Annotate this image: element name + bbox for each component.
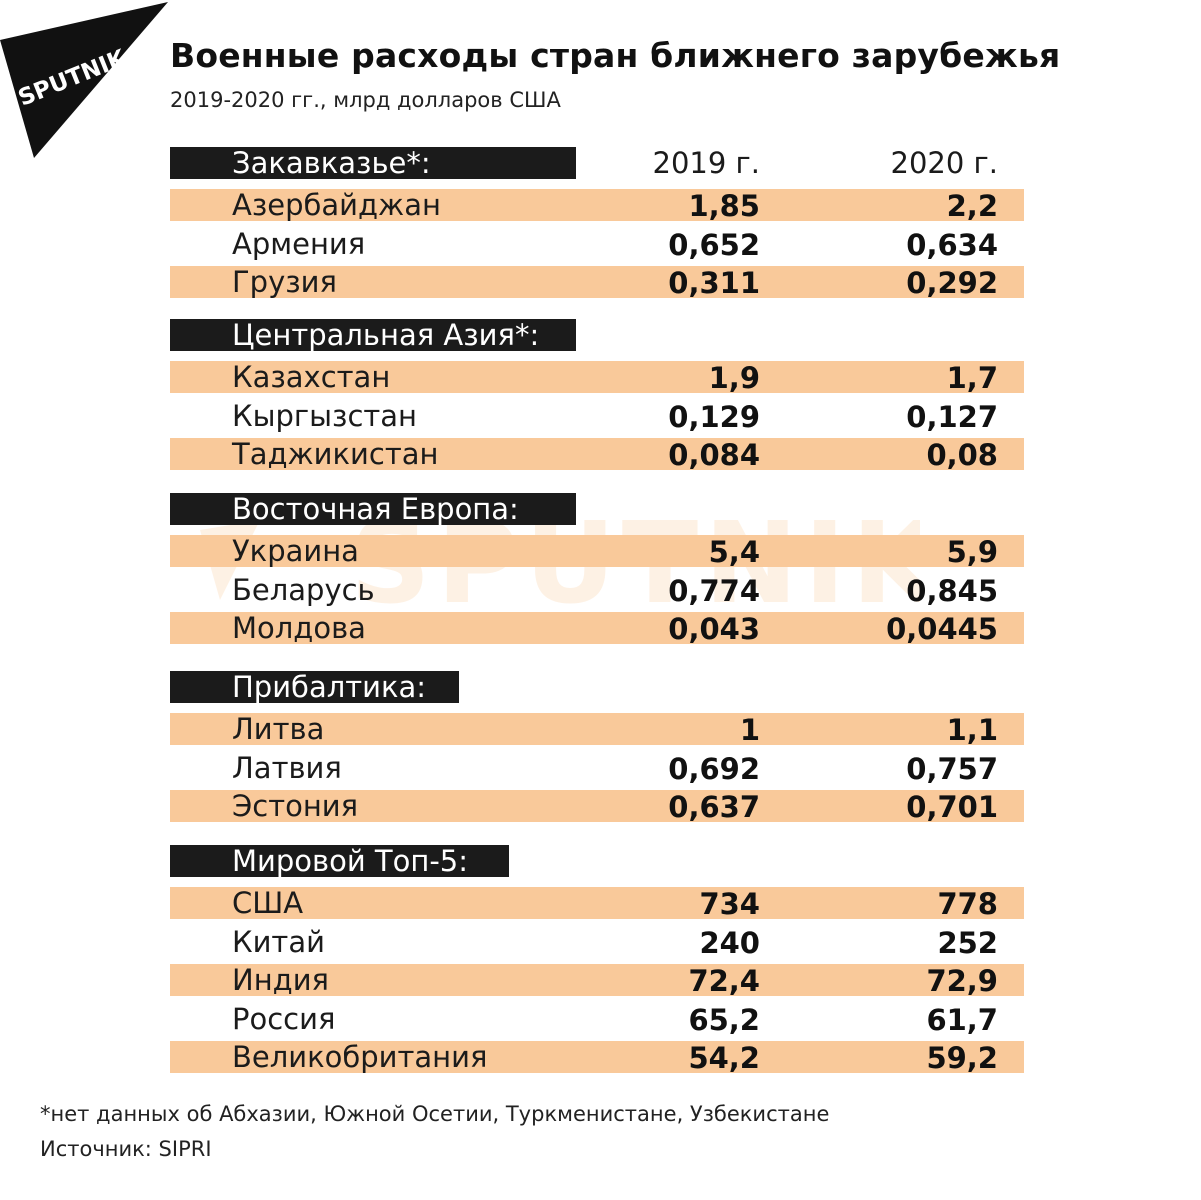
country-name: Беларусь — [232, 572, 375, 607]
value-2019: 1 — [739, 713, 760, 747]
value-2019: 0,774 — [668, 573, 760, 608]
country-name: Великобритания — [232, 1040, 488, 1074]
table-row: Кыргызстан 0,129 0,127 — [170, 398, 1024, 434]
country-name: Кыргызстан — [232, 398, 418, 433]
value-2019: 54,2 — [688, 1041, 760, 1075]
group-header-bar — [170, 845, 509, 877]
value-2020: 59,2 — [926, 1041, 998, 1075]
value-2020: 0,701 — [906, 790, 998, 824]
country-name: Грузия — [232, 265, 337, 299]
value-2019: 0,084 — [668, 438, 760, 472]
value-2020: 778 — [937, 887, 998, 921]
group-header: Прибалтика: — [232, 670, 427, 704]
table-row: Китай 240 252 — [170, 924, 1024, 960]
value-2020: 0,634 — [906, 227, 998, 262]
value-2020: 0,0445 — [886, 612, 998, 646]
group-header-bar — [170, 493, 576, 525]
value-2020: 0,292 — [906, 266, 998, 300]
country-name: США — [232, 886, 304, 920]
source-note: Источник: SIPRI — [40, 1137, 212, 1161]
country-name: Латвия — [232, 750, 342, 785]
table-row: Великобритания 54,2 59,2 — [170, 1040, 1024, 1075]
table-row: Казахстан 1,9 1,7 — [170, 360, 1024, 395]
table-row: Грузия 0,311 0,292 — [170, 265, 1024, 300]
footnote: *нет данных об Абхазии, Южной Осетии, Ту… — [40, 1102, 830, 1126]
table-row: Литва 1 1,1 — [170, 712, 1024, 747]
country-name: Эстония — [232, 789, 359, 823]
table-row: Беларусь 0,774 0,845 — [170, 572, 1024, 608]
value-2020: 1,1 — [946, 713, 998, 747]
value-2019: 0,692 — [668, 751, 760, 786]
value-2020: 5,9 — [946, 535, 998, 569]
table-row: США 734 778 — [170, 886, 1024, 921]
group-header: Восточная Европа: — [232, 492, 519, 526]
value-2019: 0,311 — [668, 266, 760, 300]
table-row: Россия 65,2 61,7 — [170, 1001, 1024, 1037]
value-2020: 252 — [937, 925, 998, 960]
value-2019: 0,637 — [668, 790, 760, 824]
country-name: Молдова — [232, 611, 366, 645]
column-head-2019: 2019 г. — [652, 146, 760, 180]
value-2019: 0,043 — [668, 612, 760, 646]
value-2019: 734 — [699, 887, 760, 921]
column-head-2020: 2020 г. — [890, 146, 998, 180]
country-name: Китай — [232, 924, 325, 959]
value-2020: 0,08 — [926, 438, 998, 472]
country-name: Таджикистан — [232, 437, 439, 471]
group-header: Центральная Азия*: — [232, 318, 540, 352]
sputnik-logo: SPUTNIK — [0, 2, 168, 158]
value-2020: 0,127 — [906, 399, 998, 434]
country-name: Украина — [232, 534, 359, 568]
country-name: Литва — [232, 712, 325, 746]
value-2019: 0,129 — [668, 399, 760, 434]
country-name: Азербайджан — [232, 188, 441, 222]
group-header: Закавказье*: — [232, 146, 431, 180]
value-2019: 1,9 — [708, 361, 760, 395]
country-name: Армения — [232, 226, 366, 261]
country-name: Казахстан — [232, 360, 391, 394]
table-row: Таджикистан 0,084 0,08 — [170, 437, 1024, 472]
country-name: Индия — [232, 963, 329, 997]
table-row: Украина 5,4 5,9 — [170, 534, 1024, 569]
table-row: Индия 72,4 72,9 — [170, 963, 1024, 998]
country-name: Россия — [232, 1001, 336, 1036]
value-2020: 61,7 — [926, 1002, 998, 1037]
group-header-bar — [170, 319, 576, 351]
table-row: Армения 0,652 0,634 — [170, 226, 1024, 262]
table-row: Эстония 0,637 0,701 — [170, 789, 1024, 824]
value-2019: 72,4 — [688, 964, 760, 998]
value-2019: 5,4 — [708, 535, 760, 569]
chart-subtitle: 2019-2020 гг., млрд долларов США — [170, 88, 561, 112]
group-header: Мировой Топ-5: — [232, 844, 469, 878]
group-header-bar — [170, 671, 459, 703]
chart-title: Военные расходы стран ближнего зарубежья — [170, 36, 1061, 75]
value-2020: 1,7 — [946, 361, 998, 395]
value-2020: 72,9 — [926, 964, 998, 998]
table-row: Латвия 0,692 0,757 — [170, 750, 1024, 786]
value-2019: 65,2 — [688, 1002, 760, 1037]
value-2019: 240 — [699, 925, 760, 960]
value-2019: 1,85 — [688, 189, 760, 223]
value-2019: 0,652 — [668, 227, 760, 262]
value-2020: 0,845 — [906, 573, 998, 608]
group-header-bar — [170, 147, 576, 179]
table-row: Азербайджан 1,85 2,2 — [170, 188, 1024, 223]
value-2020: 0,757 — [906, 751, 998, 786]
table-row: Молдова 0,043 0,0445 — [170, 611, 1024, 646]
value-2020: 2,2 — [946, 189, 998, 223]
